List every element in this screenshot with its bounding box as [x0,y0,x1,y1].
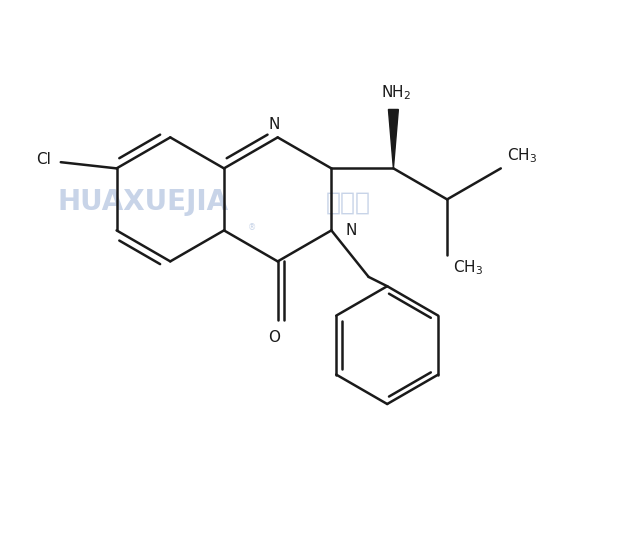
Text: N: N [269,118,280,132]
Text: CH$_3$: CH$_3$ [507,147,537,165]
Text: HUAXUEJIA: HUAXUEJIA [58,189,229,217]
Polygon shape [389,109,398,169]
Text: 化学加: 化学加 [325,190,370,214]
Text: N: N [345,223,356,238]
Text: O: O [269,330,281,344]
Text: Cl: Cl [37,152,51,166]
Text: ®: ® [248,223,256,232]
Text: NH$_2$: NH$_2$ [382,83,411,102]
Text: CH$_3$: CH$_3$ [453,258,484,277]
